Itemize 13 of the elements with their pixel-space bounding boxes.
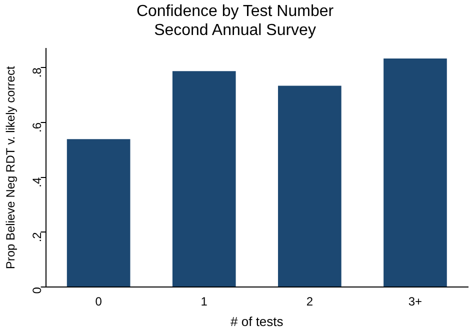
y-tick-label: .6 (30, 122, 44, 132)
y-tick-label: .2 (30, 232, 44, 242)
chart-subtitle: Second Annual Survey (154, 22, 316, 40)
y-axis-title: Prop Believe Neg RDT v. likely correct (4, 66, 18, 270)
x-tick-label: 0 (95, 294, 102, 309)
x-tick-label: 3+ (408, 294, 422, 309)
y-tick-label: 0 (30, 286, 44, 294)
y-tick-label: .4 (30, 176, 44, 188)
chart-title: Confidence by Test Number (136, 3, 334, 20)
x-axis-title: # of tests (230, 314, 284, 329)
x-tick-label: 2 (306, 294, 314, 309)
x-tick-label: 1 (200, 294, 208, 309)
y-tick-label: .8 (30, 67, 44, 78)
